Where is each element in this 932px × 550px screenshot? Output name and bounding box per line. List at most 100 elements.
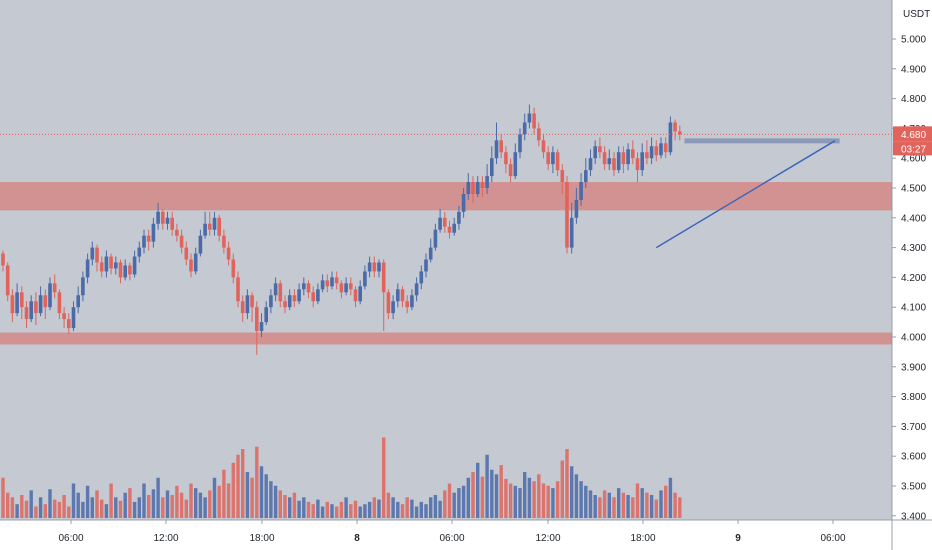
candle-body <box>217 217 221 236</box>
volume-bar <box>485 454 489 518</box>
sr-zone-1[interactable] <box>0 332 892 345</box>
volume-bar <box>43 504 47 518</box>
candle-body <box>198 235 203 254</box>
y-tick-label: 4.200 <box>901 273 926 284</box>
volume-bar <box>372 497 376 518</box>
volume-bar <box>429 497 433 518</box>
candle-body <box>250 295 254 308</box>
volume-bar <box>419 501 423 518</box>
candle <box>179 229 184 254</box>
candle <box>593 140 597 165</box>
volume-bar <box>523 472 527 518</box>
volume-bar <box>109 483 113 518</box>
candle-body <box>15 292 19 314</box>
candle-body <box>287 295 292 308</box>
volume-bar <box>165 490 170 518</box>
candle <box>128 262 132 281</box>
candle-body <box>499 140 503 153</box>
volume-bar <box>631 497 635 518</box>
candle <box>259 313 264 337</box>
candle-body <box>424 259 428 272</box>
volume-bar <box>95 490 99 518</box>
volume-bar <box>320 506 325 518</box>
volume-bar <box>640 488 644 518</box>
volume-bar <box>678 497 682 518</box>
volume-bar <box>90 497 94 518</box>
candle <box>90 241 95 266</box>
candle <box>668 116 673 156</box>
volume-bar <box>311 504 315 518</box>
candle-body <box>264 307 268 323</box>
candle <box>76 286 80 314</box>
volume-bar <box>560 460 564 518</box>
candle <box>504 146 508 174</box>
candle-body <box>109 256 113 269</box>
volume-bar <box>29 490 33 518</box>
candle-body <box>504 152 508 165</box>
candle <box>367 256 372 278</box>
candle-body <box>344 283 348 293</box>
candle-body <box>245 295 250 314</box>
candle-body <box>593 146 597 159</box>
volume-bar <box>363 504 367 518</box>
volume-bar <box>546 485 550 518</box>
candle-body <box>358 286 362 302</box>
y-tick-label: 3.900 <box>901 362 926 373</box>
candle <box>447 220 452 239</box>
volume-bar <box>278 490 282 518</box>
volume-bar <box>53 499 57 518</box>
volume-bar <box>142 483 146 518</box>
candle <box>471 176 475 203</box>
volume-bar <box>367 501 372 518</box>
candle <box>621 146 626 174</box>
volume-bar <box>170 495 174 518</box>
candle-body <box>447 226 452 233</box>
candle <box>38 286 43 317</box>
volume-bar <box>612 497 616 518</box>
volume-bar <box>128 488 132 518</box>
volume-bar <box>273 485 278 518</box>
candle <box>494 122 499 165</box>
volume-bar <box>349 504 353 518</box>
candle-body <box>137 247 142 257</box>
volume-bar <box>668 477 673 518</box>
volume-bar <box>433 495 438 518</box>
candle-body <box>38 295 43 314</box>
volume-bar <box>283 495 287 518</box>
y-tick-label: 3.400 <box>901 511 926 522</box>
volume-bar <box>10 497 15 518</box>
candle <box>349 277 353 296</box>
volume-bar <box>24 500 29 518</box>
volume-bar <box>405 497 409 518</box>
candle-body <box>386 292 391 314</box>
candle <box>574 188 579 224</box>
volume-bar <box>20 495 24 518</box>
volume-bar <box>565 449 569 518</box>
candle-body <box>184 247 189 260</box>
candle-body <box>626 149 630 165</box>
volume-bar <box>466 477 470 518</box>
candle-body <box>231 259 236 278</box>
candle <box>306 280 311 299</box>
candle-body <box>240 301 245 314</box>
candle <box>334 271 339 290</box>
candle-body <box>306 283 311 293</box>
candle <box>184 241 189 266</box>
candle-body <box>330 277 334 287</box>
candle <box>1 250 5 272</box>
candle-body <box>513 152 518 177</box>
candle-body <box>410 295 414 308</box>
volume-bar <box>1 477 5 518</box>
ascending-trendline[interactable] <box>655 140 836 249</box>
candle-body <box>381 262 386 293</box>
volume-bar <box>81 501 85 518</box>
candle <box>673 119 677 141</box>
candle <box>320 274 325 293</box>
volume-bar <box>584 485 588 518</box>
candle-body <box>48 283 52 308</box>
candle-body <box>189 259 193 272</box>
volume-bar <box>588 490 593 518</box>
candle <box>132 250 137 278</box>
